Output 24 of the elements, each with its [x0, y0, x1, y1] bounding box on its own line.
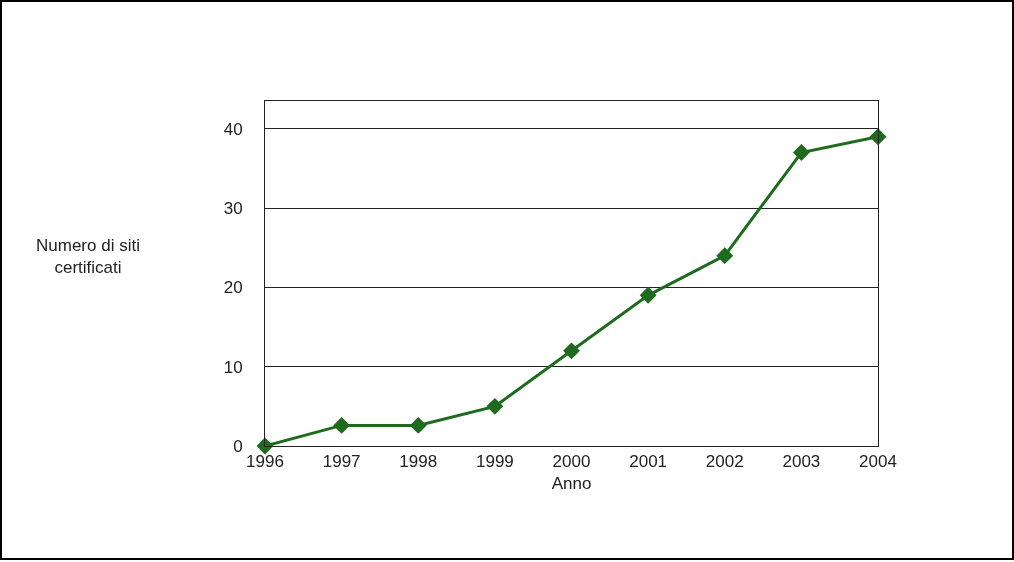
point — [409, 416, 427, 434]
y-tick-label: 0 — [233, 436, 243, 456]
x-tick-label: 2000 — [552, 452, 591, 472]
point — [792, 144, 810, 161]
y-tick-label: 20 — [223, 278, 243, 298]
point — [639, 286, 657, 304]
x-tick-label: 1998 — [399, 452, 438, 472]
y-tick-label: 10 — [223, 357, 243, 377]
point — [486, 397, 504, 415]
point — [716, 247, 734, 265]
y-axis-title: Numero di siti certificati — [36, 236, 140, 278]
y-tick-label: 30 — [223, 199, 243, 219]
x-tick-label: 2002 — [705, 452, 744, 472]
point — [563, 342, 580, 360]
y-tick-label: 40 — [223, 119, 243, 139]
x-tick-label: 1999 — [475, 452, 514, 472]
point — [869, 128, 887, 146]
x-tick-label: 2004 — [859, 452, 897, 472]
x-tick-label: 1996 — [246, 452, 284, 472]
x-tick-label: 2003 — [782, 452, 821, 472]
point — [333, 416, 351, 434]
x-tick-label: 2001 — [629, 452, 668, 472]
x-axis-title: Anno — [551, 473, 592, 493]
x-tick-label: 1997 — [322, 452, 361, 472]
